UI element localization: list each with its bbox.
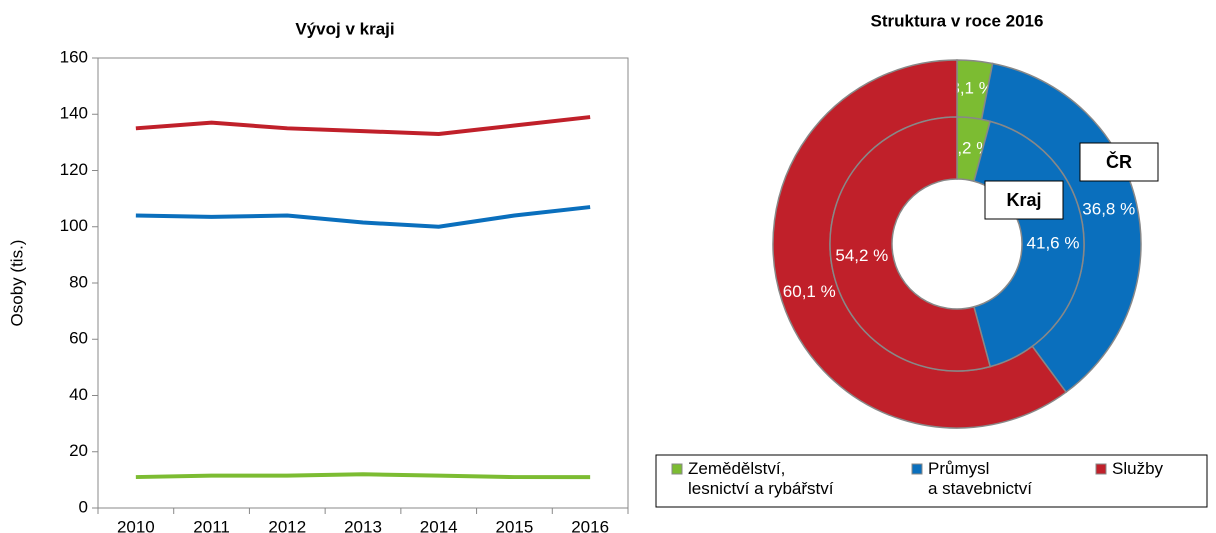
ring-label: Kraj <box>1006 190 1041 210</box>
value-label: 54,2 % <box>835 246 888 265</box>
series-line <box>135 205 591 229</box>
x-tick-label: 2012 <box>268 517 306 533</box>
y-tick-label: 100 <box>60 216 88 235</box>
x-tick-label: 2015 <box>496 517 534 533</box>
line-title: Vývoj v kraji <box>295 19 394 38</box>
y-tick-label: 140 <box>60 104 88 123</box>
y-axis-label: Osoby (tis.) <box>7 240 26 327</box>
legend-box <box>655 454 1208 508</box>
x-tick-label: 2014 <box>420 517 458 533</box>
x-tick-label: 2013 <box>344 517 382 533</box>
legend-label: Průmysl a stavebnictví <box>928 459 1032 498</box>
x-tick-label: 2016 <box>571 517 609 533</box>
value-label: 36,8 % <box>1082 200 1135 219</box>
donut-chart: 3,1 % 36,8 % 60,1 % 4,2 % 41,6 % 54,2 % ČR Kraj… <box>655 59 1208 508</box>
legend-swatch <box>671 463 683 475</box>
y-tick-label: 120 <box>60 160 88 179</box>
value-label: 4,2 % <box>948 138 991 157</box>
x-tick-label: 2010 <box>117 517 155 533</box>
value-label: 60,1 % <box>783 282 836 301</box>
y-tick-label: 80 <box>69 272 88 291</box>
series-line <box>135 472 591 480</box>
value-label: 41,6 % <box>1027 233 1080 252</box>
y-tick-label: 40 <box>69 385 88 404</box>
y-tick-label: 160 <box>60 47 88 66</box>
legend-swatch <box>911 463 923 475</box>
ring-label-box <box>1079 142 1159 182</box>
x-tick-label: 2011 <box>193 517 230 533</box>
donut-title: Struktura v roce 2016 <box>871 11 1044 30</box>
series-line <box>135 115 591 136</box>
legend-label: Zemědělství, lesnictví a rybářství <box>688 459 834 498</box>
y-tick-label: 0 <box>79 497 88 516</box>
line-chart: 0 20 40 60 80 100 120 140 160 2010 2011 2012 2013 201… <box>60 47 629 533</box>
donut-slice <box>829 116 992 372</box>
legend-swatch <box>1095 463 1107 475</box>
y-tick-label: 20 <box>69 441 88 460</box>
ring-label-box <box>984 180 1064 220</box>
y-tick-label: 60 <box>69 329 88 348</box>
ring-label: ČR <box>1106 151 1132 172</box>
value-label: 3,1 % <box>950 79 993 98</box>
legend-label: Služby <box>1112 459 1164 478</box>
